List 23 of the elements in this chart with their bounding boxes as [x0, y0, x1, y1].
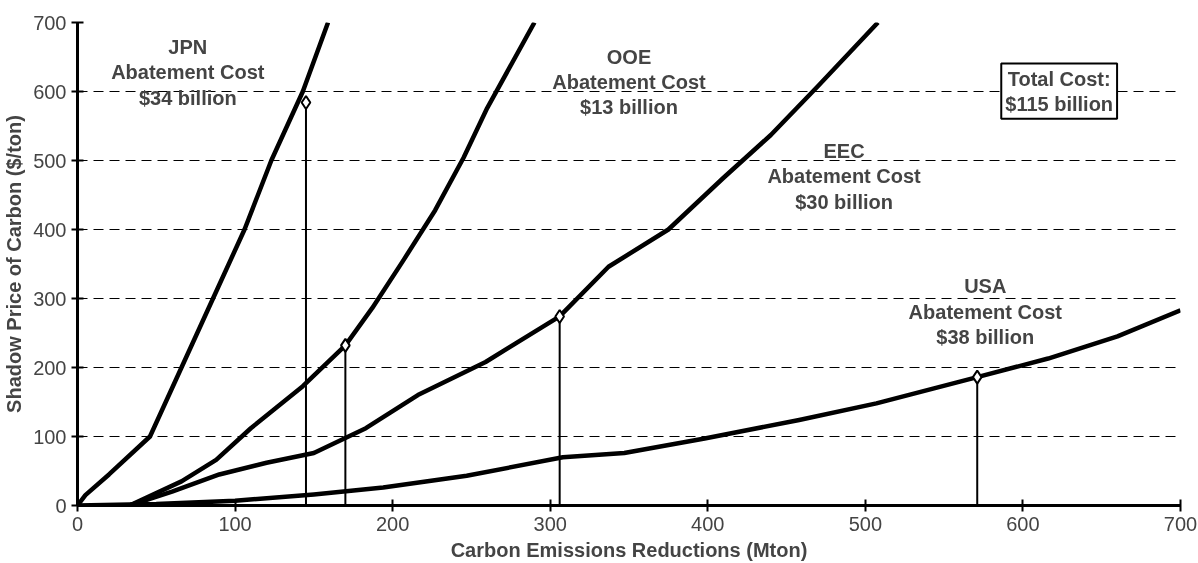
y-tick-label: 0 [55, 494, 67, 517]
x-axis-title: Carbon Emissions Reductions (Mton) [450, 538, 808, 561]
x-tick-label: 0 [71, 512, 84, 535]
annotation: JPN Abatement Cost $34 billion [111, 36, 265, 109]
x-tick-label: 300 [533, 512, 567, 535]
x-tick-label: 100 [218, 512, 252, 535]
annotation: Total Cost: $115 billion [1005, 67, 1114, 115]
annotation: OOE Abatement Cost $13 billion [552, 45, 707, 119]
x-tick-label: 400 [691, 512, 725, 535]
y-tick-label: 100 [33, 425, 67, 448]
annotation: USA Abatement Cost $38 billion [908, 275, 1063, 348]
y-tick-label: 700 [33, 11, 67, 34]
x-tick-label: 600 [1006, 512, 1040, 535]
x-tick-label: 200 [375, 512, 410, 535]
x-tick-label: 700 [1163, 512, 1198, 535]
y-tick-label: 300 [33, 287, 67, 310]
x-tick-label: 500 [848, 512, 883, 535]
y-axis-title: Shadow Price of Carbon ($/ton) [3, 115, 26, 413]
y-tick-label: 400 [33, 218, 67, 241]
y-tick-label: 500 [33, 149, 67, 172]
annotation: EEC Abatement Cost $30 billion [767, 140, 922, 213]
y-tick-label: 600 [33, 80, 67, 103]
y-tick-label: 200 [33, 356, 67, 379]
